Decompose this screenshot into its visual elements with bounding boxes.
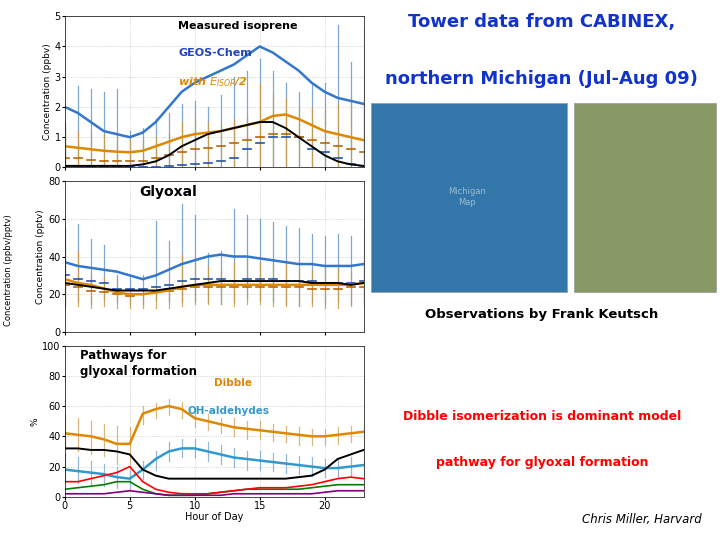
Y-axis label: Concentration (ppbv): Concentration (ppbv) <box>42 43 52 140</box>
Bar <box>371 103 567 292</box>
X-axis label: Hour of Day: Hour of Day <box>185 512 243 522</box>
Text: Dibble isomerization is dominant model: Dibble isomerization is dominant model <box>402 410 681 423</box>
Text: pathway for glyoxal formation: pathway for glyoxal formation <box>436 456 648 469</box>
Text: OH-aldehydes: OH-aldehydes <box>187 406 269 416</box>
Y-axis label: Concentration (pptv): Concentration (pptv) <box>37 209 45 304</box>
Text: Measured isoprene: Measured isoprene <box>179 21 298 31</box>
Text: Glyoxal: Glyoxal <box>140 185 197 199</box>
Text: Dibble: Dibble <box>215 379 252 388</box>
Y-axis label: %: % <box>30 417 40 426</box>
Bar <box>574 103 716 292</box>
Text: Tower data from CABINEX,: Tower data from CABINEX, <box>408 14 675 31</box>
Text: Concentration (ppbv/pptv): Concentration (ppbv/pptv) <box>4 214 13 326</box>
Text: with $E_{ISOP}$/2: with $E_{ISOP}$/2 <box>179 75 248 89</box>
Text: Chris Miller, Harvard: Chris Miller, Harvard <box>582 514 702 526</box>
Text: Observations by Frank Keutsch: Observations by Frank Keutsch <box>426 308 658 321</box>
Text: northern Michigan (Jul-Aug 09): northern Michigan (Jul-Aug 09) <box>385 70 698 88</box>
Text: Pathways for
glyoxal formation: Pathways for glyoxal formation <box>80 349 197 377</box>
Text: GEOS-Chem: GEOS-Chem <box>179 48 252 58</box>
Text: Michigan
Map: Michigan Map <box>448 187 486 207</box>
